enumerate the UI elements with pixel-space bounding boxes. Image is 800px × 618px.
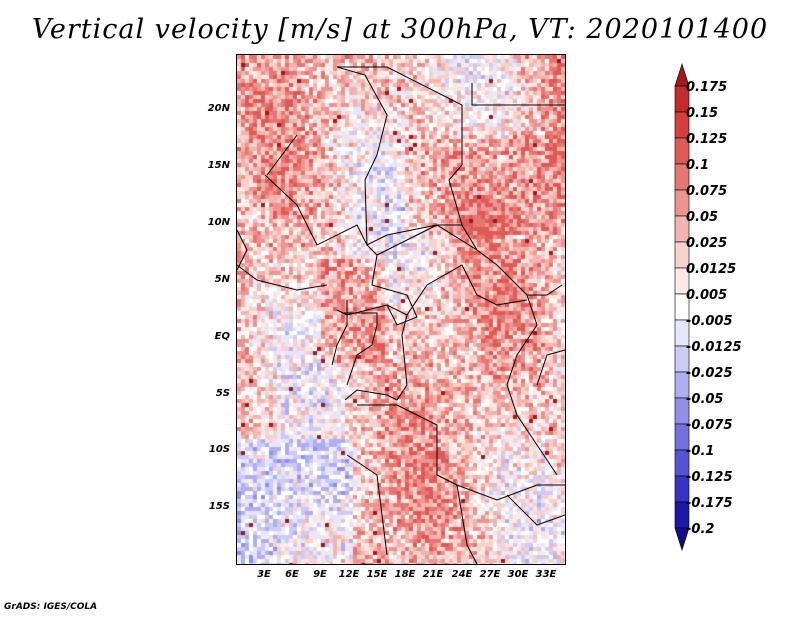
border-line xyxy=(506,494,565,526)
colorbar-label: -0.0125 xyxy=(686,340,742,355)
lon-tick-label: 21E xyxy=(422,569,444,580)
lon-tick-label: 3E xyxy=(257,569,271,580)
colorbar-label: -0.175 xyxy=(686,496,733,511)
border-line xyxy=(376,224,478,256)
lon-tick-label: 6E xyxy=(285,569,299,580)
colorbar-label: 0.125 xyxy=(686,132,728,147)
colorbar-label: 0.025 xyxy=(686,236,728,251)
colorbar-label: -0.005 xyxy=(686,314,733,329)
colorbar-label: 0.1 xyxy=(686,158,710,173)
colorbar-label: -0.125 xyxy=(686,470,733,485)
lon-tick-label: 18E xyxy=(394,569,416,580)
colorbar-label: 0.15 xyxy=(686,106,719,121)
border-line xyxy=(266,134,298,176)
border-line xyxy=(357,404,565,501)
lon-tick-label: 15E xyxy=(366,569,388,580)
velocity-field xyxy=(237,55,565,564)
lon-tick-label: 33E xyxy=(535,569,557,580)
border-line xyxy=(331,300,348,366)
colorbar-label: 0.005 xyxy=(686,288,728,303)
border-line xyxy=(536,349,565,386)
border-line xyxy=(237,229,248,271)
lon-tick-label: 27E xyxy=(479,569,501,580)
lon-tick-label: 24E xyxy=(451,569,473,580)
border-line xyxy=(237,264,328,291)
lat-tick-label: EQ xyxy=(214,331,230,342)
colorbar-label: 0.175 xyxy=(686,80,728,95)
colorbar-label: 0.0125 xyxy=(686,262,737,277)
lat-tick-label: 5S xyxy=(215,388,230,399)
footer-credit: GrADS: IGES/COLA xyxy=(4,602,98,612)
colorbar-label: -0.025 xyxy=(686,366,733,381)
border-line xyxy=(264,174,418,326)
colorbar-label: -0.05 xyxy=(686,392,724,407)
colorbar xyxy=(674,63,690,551)
lat-tick-label: 20N xyxy=(207,103,230,114)
border-line xyxy=(436,474,478,564)
colorbar-label: -0.1 xyxy=(686,444,715,459)
border-line xyxy=(336,66,463,246)
colorbar-label: -0.075 xyxy=(686,418,733,433)
border-line xyxy=(471,83,565,106)
colorbar-label: 0.075 xyxy=(686,184,728,199)
lon-tick-label: 9E xyxy=(313,569,327,580)
lon-tick-label: 12E xyxy=(338,569,360,580)
border-line xyxy=(346,454,388,556)
colorbar-label: 0.05 xyxy=(686,210,719,225)
lat-tick-label: 10S xyxy=(208,444,230,455)
lat-tick-label: 5N xyxy=(214,274,230,285)
border-line xyxy=(344,314,408,401)
map-panel xyxy=(236,54,566,565)
colorbar-label: -0.2 xyxy=(686,522,715,537)
country-borders xyxy=(237,66,565,564)
border-line xyxy=(506,294,558,476)
colorbar-bin xyxy=(674,527,690,551)
lat-tick-label: 15S xyxy=(208,501,230,512)
map-title: Vertical velocity [m/s] at 300hPa, VT: 2… xyxy=(31,14,769,45)
border-line xyxy=(342,312,378,386)
lat-tick-label: 15N xyxy=(207,160,230,171)
border-line xyxy=(461,224,563,296)
lon-tick-label: 30E xyxy=(507,569,529,580)
border-line xyxy=(386,264,528,316)
lat-tick-label: 10N xyxy=(207,217,230,228)
